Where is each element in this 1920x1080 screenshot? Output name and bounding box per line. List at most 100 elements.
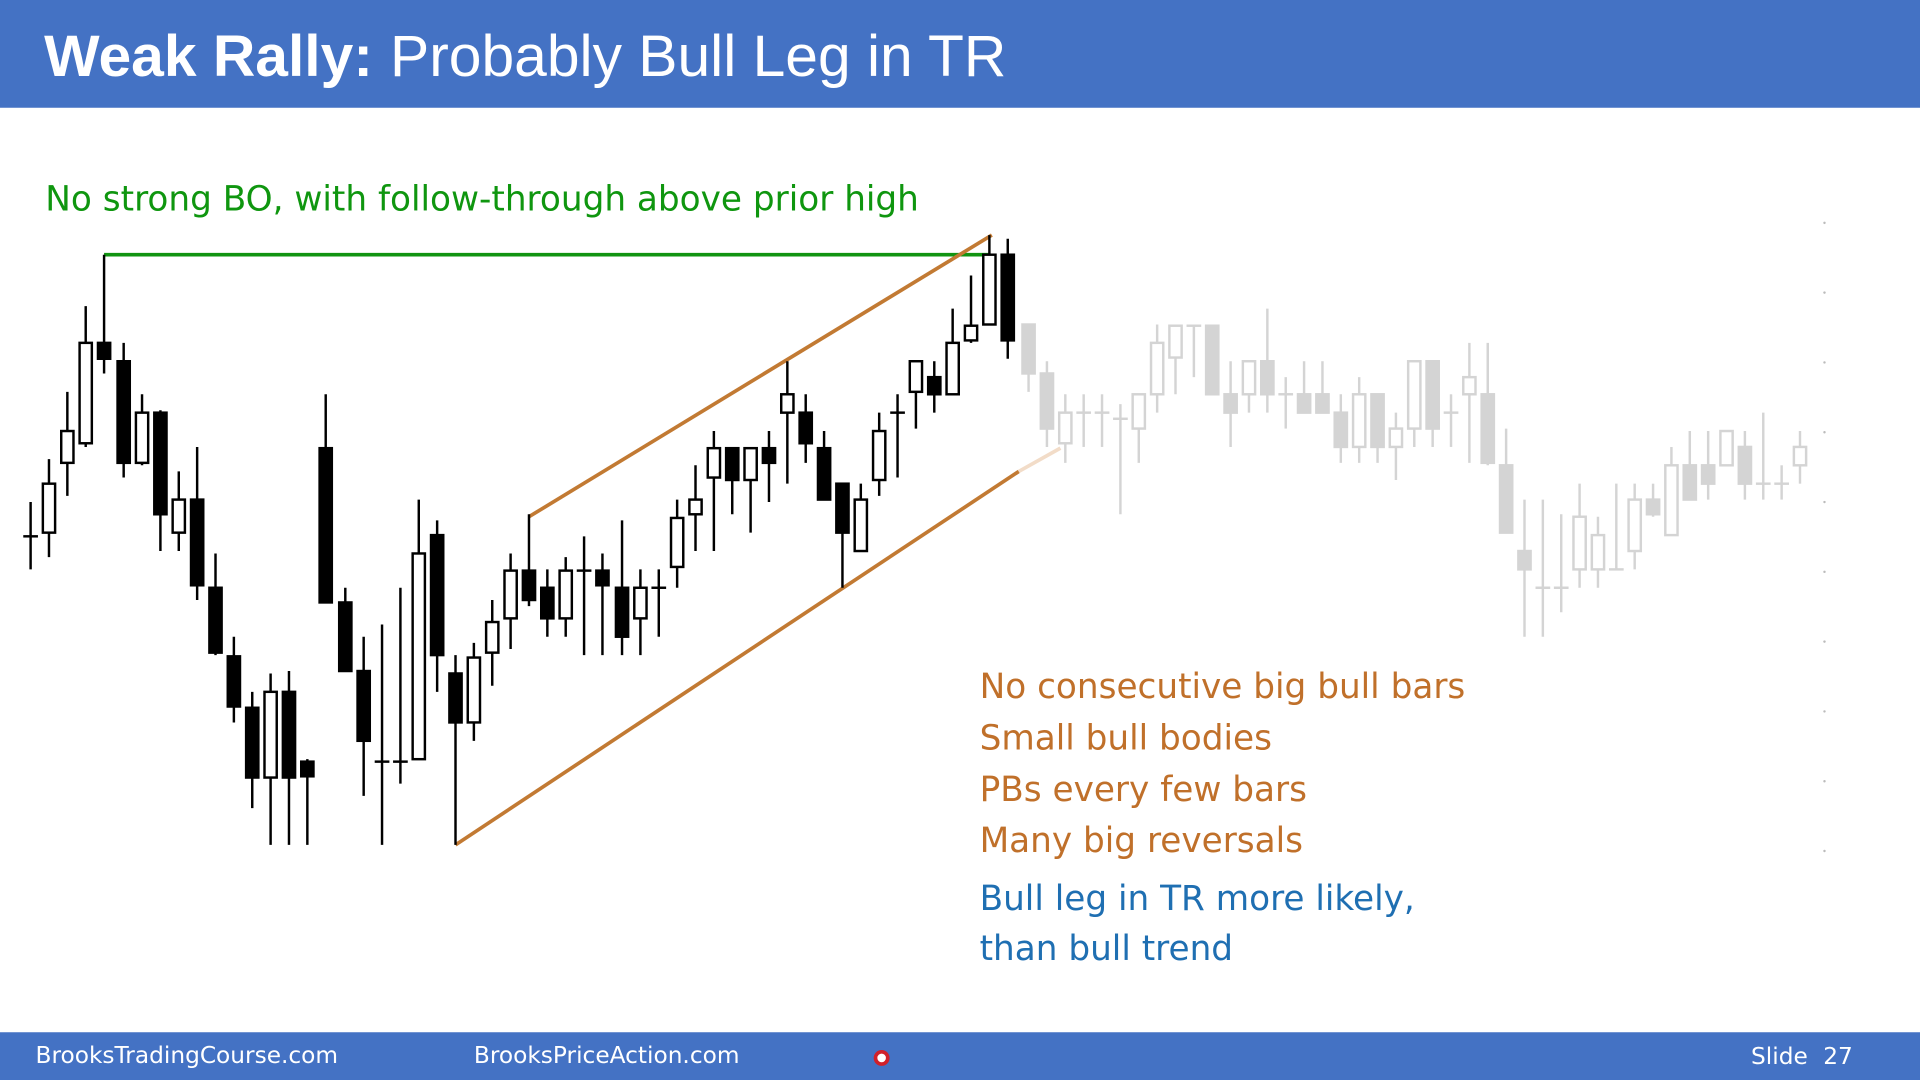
- candle-body: [1498, 464, 1514, 534]
- candle-body: [780, 393, 795, 414]
- candle-body: [908, 360, 924, 394]
- bullet-list: No consecutive big bull bars Small bull …: [980, 667, 1466, 861]
- candle-body: [1462, 375, 1477, 396]
- candle-chart: [23, 221, 1826, 853]
- slide-title: Weak Rally: Probably Bull Leg in TR: [44, 24, 1006, 89]
- candle-body: [281, 690, 297, 779]
- candle-body: [1223, 393, 1238, 414]
- candle-body: [1241, 360, 1257, 396]
- footer-bar: [0, 1032, 1920, 1080]
- candle-body: [244, 706, 260, 779]
- candle-body: [1370, 393, 1385, 449]
- candle-body: [466, 656, 482, 724]
- candle-body: [1572, 515, 1587, 571]
- edge-dot: [1823, 780, 1826, 783]
- candle-body: [633, 586, 648, 620]
- candle-body: [835, 482, 850, 534]
- bullet: PBs every few bars: [980, 770, 1307, 810]
- candle-body: [429, 533, 445, 657]
- candle-body: [1425, 360, 1440, 430]
- candle-body: [871, 429, 887, 482]
- candle-body: [337, 601, 353, 673]
- candle-body: [1682, 464, 1698, 501]
- candle-body: [1021, 323, 1036, 375]
- candle-body: [189, 498, 205, 587]
- edge-dot: [1823, 221, 1826, 225]
- candle-body: [300, 760, 315, 778]
- candle-body: [1351, 393, 1367, 449]
- edge-dot: [1823, 849, 1826, 853]
- candle-body: [1700, 464, 1716, 485]
- conclusion-line: Bull leg in TR more likely,: [980, 879, 1415, 919]
- candle-body: [1168, 324, 1183, 359]
- candle-body: [540, 586, 555, 620]
- candle-body: [134, 411, 150, 465]
- candle-body: [595, 569, 610, 587]
- candle-body: [669, 516, 685, 569]
- footer-center: BrooksPriceAction.com: [474, 1042, 740, 1069]
- candle-body: [96, 341, 112, 360]
- candle-body: [78, 341, 94, 445]
- candle-body: [1204, 324, 1220, 396]
- candle-body: [1388, 427, 1404, 449]
- candle-body: [1645, 498, 1661, 516]
- candle-body: [1260, 360, 1275, 396]
- candle-body: [1664, 464, 1679, 537]
- pointer-dot: [873, 1050, 890, 1066]
- bullet: Small bull bodies: [980, 718, 1272, 758]
- conclusion: Bull leg in TR more likely, than bull tr…: [980, 879, 1415, 969]
- candle-body: [521, 569, 537, 602]
- candle-body: [1737, 445, 1753, 485]
- candle-body: [1517, 549, 1532, 571]
- candle-body: [1792, 445, 1808, 467]
- candle-body: [1039, 372, 1055, 430]
- candle-body: [171, 498, 187, 534]
- candle-body: [60, 429, 75, 465]
- candle-body: [688, 498, 703, 516]
- candle-body: [1296, 393, 1312, 414]
- channel-faded: [1017, 446, 1062, 474]
- candle-body: [356, 669, 372, 743]
- candle-body: [1719, 429, 1734, 467]
- channel-bottom: [454, 469, 1020, 847]
- candle-body: [761, 446, 777, 465]
- candle-body: [1057, 411, 1073, 445]
- bullet: Many big reversals: [980, 821, 1303, 861]
- footer: BrooksTradingCourse.com BrooksPriceActio…: [36, 1042, 1853, 1070]
- candle-body: [724, 446, 740, 482]
- candle-body: [484, 620, 500, 654]
- candle-body: [963, 324, 979, 342]
- candle-body: [1131, 393, 1147, 430]
- edge-dot: [1823, 710, 1826, 713]
- bullet: No consecutive big bull bars: [980, 667, 1466, 707]
- candle-body: [614, 586, 630, 638]
- candle-body: [1406, 360, 1422, 430]
- candle-body: [1480, 393, 1496, 465]
- slide-label: Slide: [1751, 1043, 1808, 1070]
- candle-body: [411, 552, 427, 761]
- candle-body: [1149, 341, 1165, 396]
- edge-dot: [1823, 291, 1826, 294]
- candle-body: [153, 411, 168, 516]
- candle-body: [503, 569, 518, 620]
- slide-number: 27: [1823, 1043, 1853, 1070]
- edge-dot: [1823, 361, 1826, 364]
- edge-dot: [1823, 500, 1826, 504]
- candle-body: [982, 253, 997, 326]
- channel-top: [528, 233, 993, 519]
- title-bold: Weak Rally:: [44, 24, 373, 89]
- candle-body: [853, 498, 869, 553]
- candle-body: [1627, 498, 1643, 553]
- candle-body: [41, 482, 57, 534]
- candle-body: [318, 446, 334, 604]
- candle-body: [448, 672, 463, 724]
- candle-body: [116, 360, 132, 465]
- candle-body: [706, 446, 722, 479]
- candle-body: [1590, 533, 1606, 571]
- candle-body: [208, 586, 223, 654]
- header-bar: [0, 0, 1920, 108]
- footer-left: BrooksTradingCourse.com: [36, 1042, 339, 1069]
